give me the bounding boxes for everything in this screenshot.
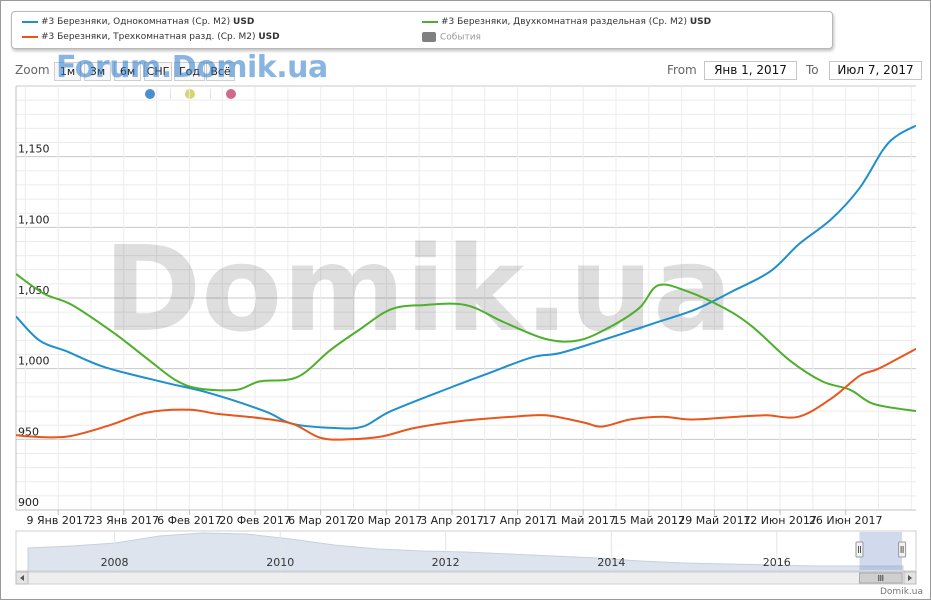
arrow-left-icon — [20, 575, 24, 581]
legend-unit: USD — [258, 32, 280, 42]
navigator-year-label: 2010 — [266, 556, 294, 569]
forum-watermark: Forum.Domik.ua — [56, 50, 328, 85]
x-tick-label: 17 Апр 2017 — [482, 514, 553, 527]
x-tick-label: 6 Фев 2017 — [157, 514, 222, 527]
center-watermark: Domik.ua — [103, 220, 732, 358]
legend-line-icon — [422, 20, 438, 23]
x-tick-label: 29 Май 2017 — [678, 514, 750, 527]
events-box-icon — [422, 32, 436, 42]
x-tick-label: 15 Май 2017 — [613, 514, 685, 527]
navigator-year-label: 2008 — [101, 556, 129, 569]
y-tick-label: 1,100 — [18, 213, 50, 226]
to-date-input[interactable]: Июл 7, 2017 — [829, 61, 922, 80]
series-line-one-room[interactable] — [16, 124, 916, 430]
series-line-three-room[interactable] — [16, 348, 916, 441]
x-tick-label: 1 Май 2017 — [551, 514, 616, 527]
to-label: To — [806, 63, 819, 77]
legend-label: События — [440, 32, 481, 43]
x-tick-label: 6 Мар 2017 — [288, 514, 353, 527]
legend-line-icon — [22, 20, 38, 23]
navigator-handle-icon[interactable] — [855, 541, 864, 558]
legend-label: #3 Березняки, Однокомнатная (Ср. М2) — [41, 17, 231, 27]
x-tick-label: 26 Июн 2017 — [809, 514, 883, 527]
y-tick-label: 900 — [18, 496, 39, 509]
navigator-history-area — [27, 532, 904, 572]
legend-item-events[interactable]: События — [422, 32, 481, 44]
event-dot-blue[interactable] — [145, 89, 155, 99]
from-date-input[interactable]: Янв 1, 2017 — [704, 61, 797, 80]
legend-item-two-room[interactable]: #3 Березняки, Двухкомнатная раздельная (… — [422, 17, 711, 28]
legend-label: #3 Березняки, Двухкомнатная раздельная (… — [441, 17, 687, 27]
series-lines — [16, 124, 916, 441]
legend-label: #3 Березняки, Трехкомнатная разд. (Ср. М… — [41, 32, 256, 42]
zoom-button-6m[interactable]: 6м — [114, 62, 141, 81]
navigator-selection[interactable] — [859, 532, 903, 570]
navigator-year-label: 2012 — [432, 556, 460, 569]
legend-unit: USD — [689, 17, 712, 27]
x-tick-label: 23 Янв 2017 — [89, 514, 159, 527]
navigator-handle-icon[interactable] — [898, 541, 907, 558]
event-dot-pink[interactable] — [226, 89, 236, 99]
x-tick-label: 3 Апр 2017 — [420, 514, 484, 527]
zoom-button-ytd[interactable]: СНГ — [144, 62, 172, 81]
zoom-label: Zoom — [15, 63, 50, 77]
legend-item-one-room[interactable]: #3 Березняки, Однокомнатная (Ср. М2) USD — [22, 17, 254, 28]
dot-separator — [210, 89, 211, 99]
dot-separator — [170, 89, 171, 99]
navigator[interactable]: 2008 2010 2012 2014 2016 — [15, 530, 917, 585]
navigator-year-label: 2016 — [763, 556, 791, 569]
x-tick-label: 20 Мар 2017 — [350, 514, 422, 527]
series-line-two-room[interactable] — [16, 273, 916, 413]
zoom-button-3m[interactable]: 3м — [84, 62, 111, 81]
grid-lines — [15, 85, 916, 511]
x-tick-label: 20 Фев 2017 — [219, 514, 291, 527]
arrow-right-icon — [908, 575, 912, 581]
zoom-button-all[interactable]: Всё — [206, 62, 235, 81]
from-label: From — [667, 63, 697, 77]
legend-unit: USD — [233, 17, 255, 27]
x-tick-label: 12 Июн 2017 — [743, 514, 817, 527]
credit-text: Domik.ua — [880, 587, 923, 597]
x-tick-label: 9 Янв 2017 — [27, 514, 90, 527]
event-dot-yellow[interactable] — [185, 89, 195, 99]
scrollbar-track[interactable] — [15, 571, 917, 585]
legend-line-icon — [22, 35, 38, 38]
y-tick-label: 1,050 — [18, 284, 50, 297]
y-tick-label: 1,000 — [18, 355, 50, 368]
y-tick-label: 1,150 — [18, 143, 50, 156]
legend: #3 Березняки, Однокомнатная (Ср. М2) USD… — [11, 11, 833, 49]
zoom-button-1m[interactable]: 1м — [54, 62, 81, 81]
zoom-button-year[interactable]: Год — [174, 62, 205, 81]
navigator-year-label: 2014 — [597, 556, 625, 569]
legend-item-three-room[interactable]: #3 Березняки, Трехкомнатная разд. (Ср. М… — [22, 32, 280, 43]
